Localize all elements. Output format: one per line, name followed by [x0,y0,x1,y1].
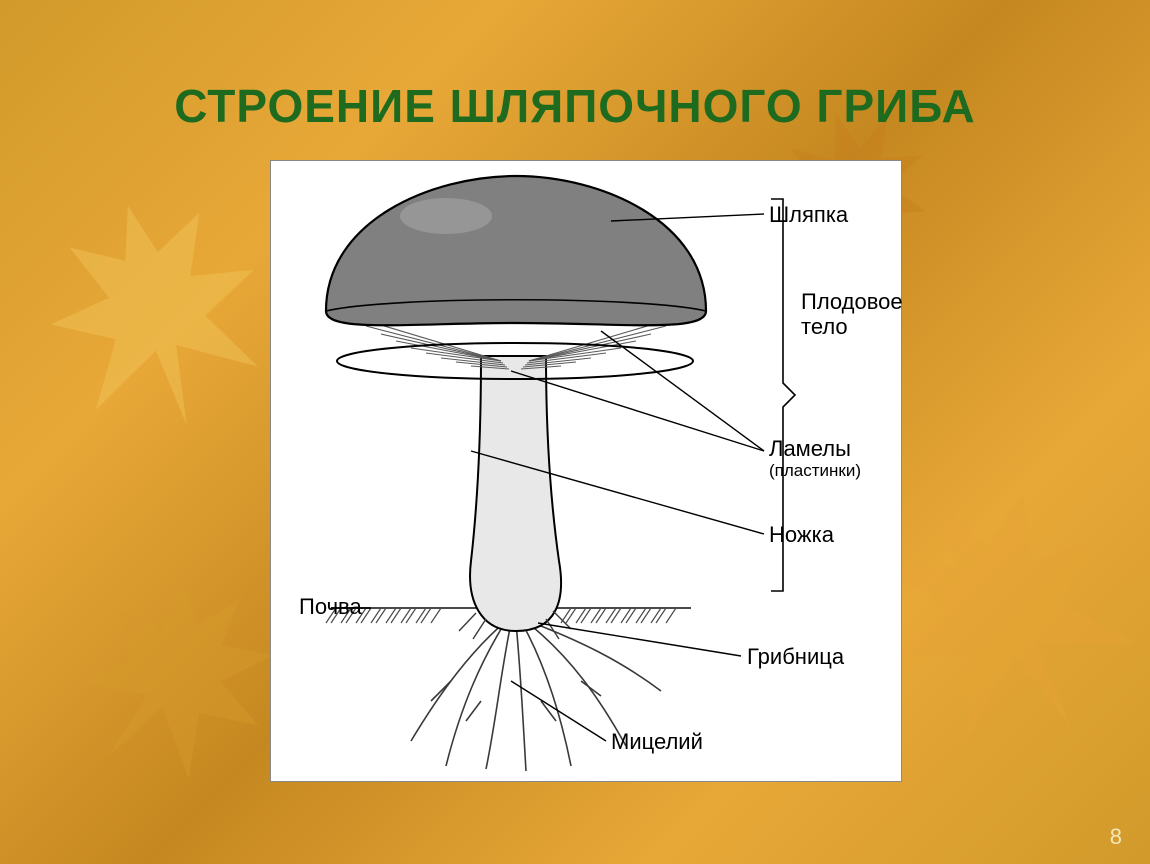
label-lamellae-line1: Ламелы [769,436,851,461]
label-mycelium: Мицелий [611,729,703,754]
label-soil: Почва [299,594,362,619]
mushroom-cap [326,176,706,325]
page-number: 8 [1110,824,1122,850]
label-fruiting-body-line2: тело [801,314,848,339]
mushroom-stipe [459,356,571,639]
label-lamellae-line2: (пластинки) [769,461,861,481]
leaf-bg-4 [60,560,300,800]
mushroom-diagram: Шляпка Плодовое тело Ламелы (пластинки) … [270,160,902,782]
slide-title: СТРОЕНИЕ ШЛЯПОЧНОГО ГРИБА [0,79,1150,133]
label-stipe: Ножка [769,522,834,547]
label-mycelium-net: Грибница [747,644,844,669]
leaf-bg-3 [860,460,1150,780]
slide-root: СТРОЕНИЕ ШЛЯПОЧНОГО ГРИБА [0,0,1150,864]
leaf-bg-1 [30,180,290,440]
label-cap: Шляпка [769,202,848,227]
label-fruiting-body-line1: Плодовое [801,289,903,314]
